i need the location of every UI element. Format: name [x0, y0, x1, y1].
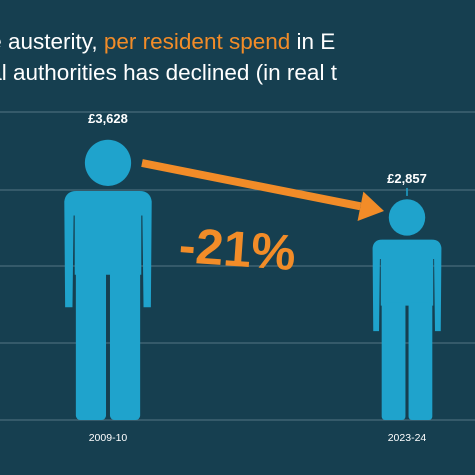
person-body [64, 191, 152, 308]
person-right-leg [109, 270, 141, 420]
person-figure-0 [64, 139, 152, 420]
person-left-leg [75, 270, 107, 420]
value-label-1: £2,857 [387, 171, 427, 186]
title-line-2: cal authorities has declined (in real t [0, 60, 337, 85]
person-right-leg [408, 302, 433, 420]
value-label-0: £3,628 [88, 111, 128, 126]
category-label-0: 2009-10 [89, 432, 128, 444]
title-part-1: ce austerity, [0, 29, 98, 54]
change-arrow [141, 159, 362, 211]
category-label-1: 2023-24 [388, 432, 427, 444]
person-head [84, 139, 132, 186]
change-arrow-head [357, 191, 384, 222]
title-part-2: in E [290, 29, 336, 54]
percent-change-label: -21% [177, 217, 297, 281]
person-body [372, 239, 442, 332]
chart-title: ce austerity, per resident spend in E ca… [0, 26, 475, 88]
person-head [388, 199, 426, 236]
person-left-leg [381, 302, 406, 420]
title-highlight: per resident spend [103, 29, 291, 54]
title-line-1: ce austerity, per resident spend in E [0, 26, 475, 57]
chart-marks: £3,628 2009-10 £2,857 2023-24 [64, 111, 442, 444]
person-figure-1 [372, 199, 442, 420]
